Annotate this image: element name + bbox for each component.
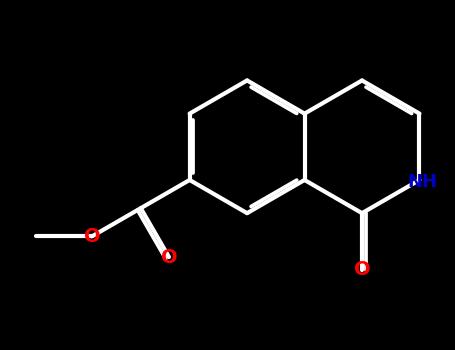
Text: O: O (354, 260, 370, 279)
Text: O: O (161, 247, 177, 266)
Text: O: O (84, 227, 100, 246)
Text: NH: NH (407, 173, 437, 191)
